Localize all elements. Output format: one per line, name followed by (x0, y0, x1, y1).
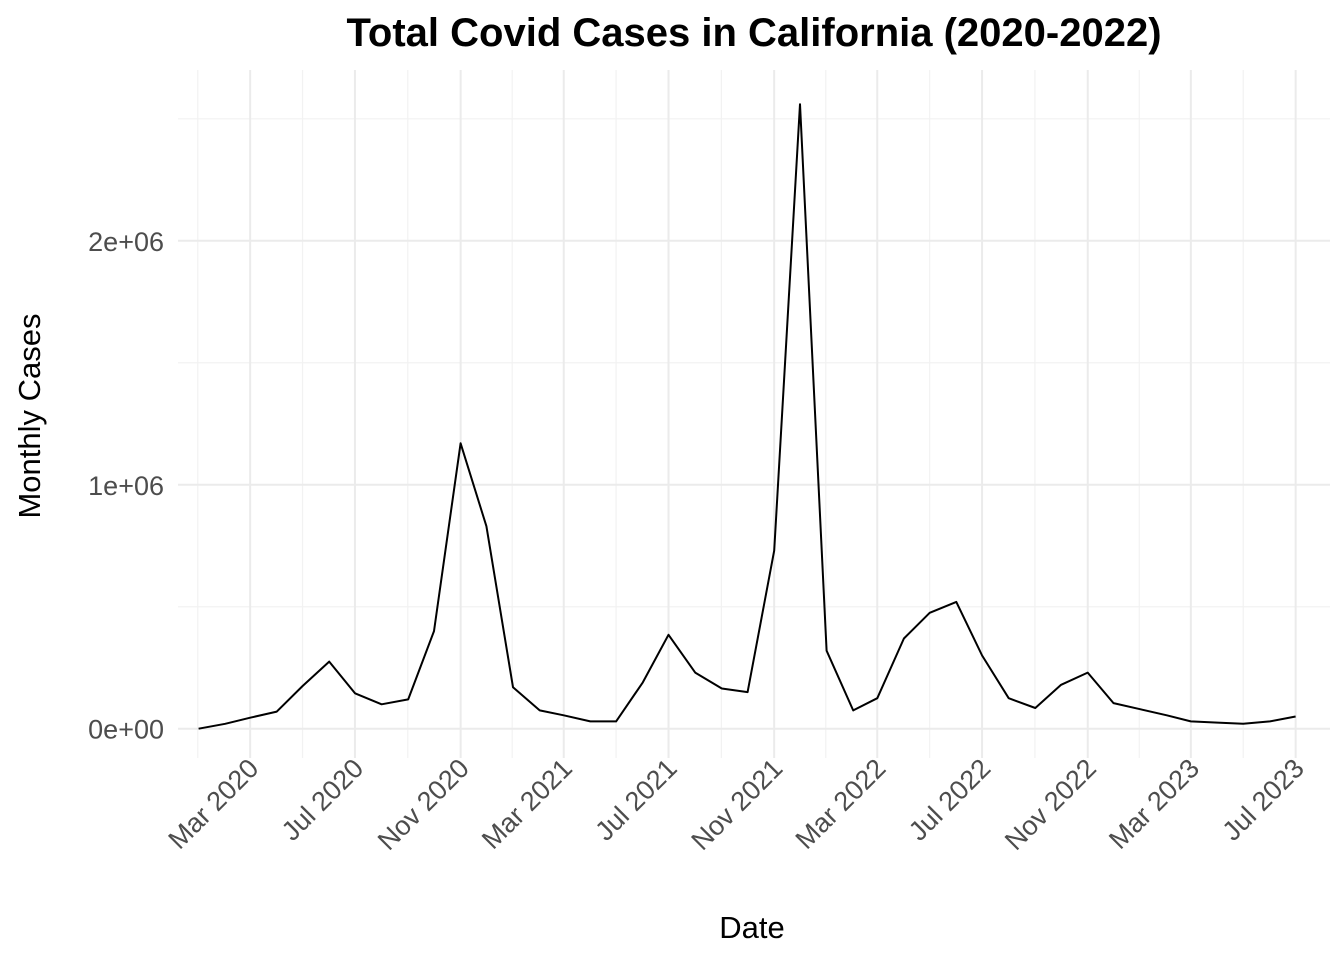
y-tick-label: 1e+06 (88, 471, 164, 501)
y-tick-label: 0e+00 (88, 715, 164, 745)
x-tick-label: Mar 2023 (1103, 753, 1205, 855)
x-tick-label: Nov 2021 (685, 753, 788, 856)
y-tick-label: 2e+06 (88, 227, 164, 257)
series-line (198, 103, 1296, 730)
y-axis-ticks: 0e+00 1e+06 2e+06 (88, 227, 164, 745)
x-tick-label: Jul 2020 (276, 753, 369, 846)
line-layer (198, 103, 1296, 730)
x-axis-ticks: Mar 2020 Jul 2020 Nov 2020 Mar 2021 Jul 2021… (163, 753, 1310, 856)
x-axis-title: Date (719, 910, 784, 945)
x-tick-label: Jul 2023 (1216, 753, 1309, 846)
x-tick-label: Mar 2022 (790, 753, 892, 855)
x-tick-label: Jul 2022 (903, 753, 996, 846)
x-tick-label: Mar 2020 (163, 753, 265, 855)
x-tick-label: Mar 2021 (476, 753, 578, 855)
y-axis-title: Monthly Cases (12, 313, 47, 518)
grid-layer (178, 70, 1330, 758)
chart-title: Total Covid Cases in California (2020-20… (346, 11, 1161, 55)
x-tick-label: Nov 2020 (372, 753, 475, 856)
x-tick-label: Nov 2022 (999, 753, 1102, 856)
x-tick-label: Jul 2021 (589, 753, 682, 846)
